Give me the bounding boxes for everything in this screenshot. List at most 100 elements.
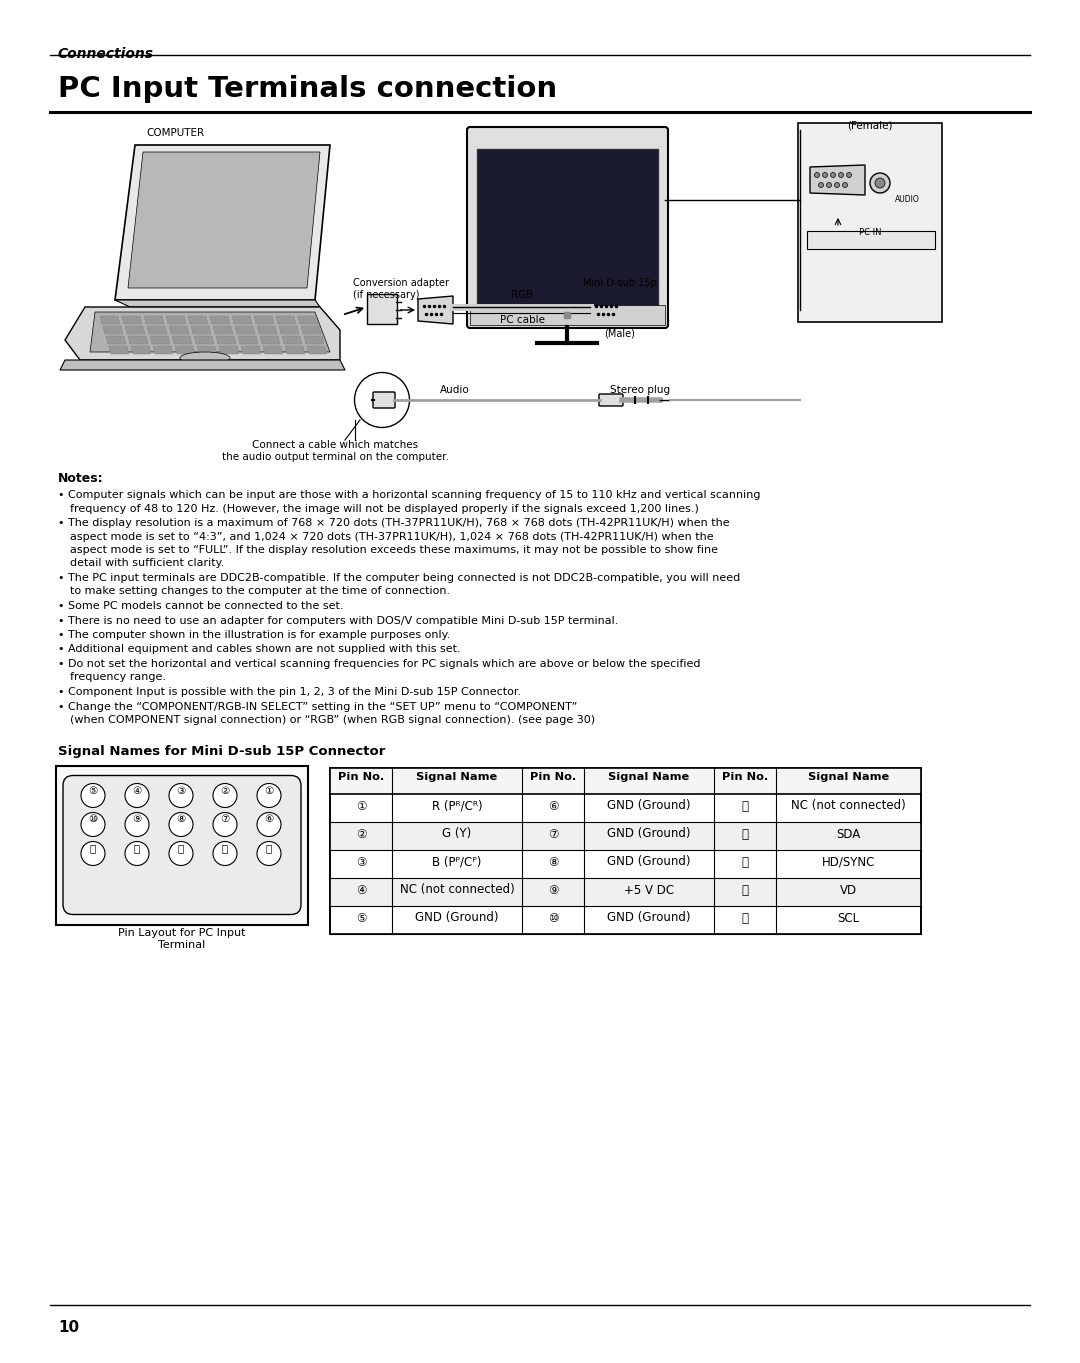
Polygon shape [418, 296, 453, 324]
Text: ⑫: ⑫ [742, 827, 748, 841]
Text: ⑩: ⑩ [89, 815, 97, 825]
FancyBboxPatch shape [56, 766, 308, 924]
Text: • Do not set the horizontal and vertical scanning frequencies for PC signals whi: • Do not set the horizontal and vertical… [58, 658, 701, 669]
Text: • Change the “COMPONENT/RGB-IN SELECT” setting in the “SET UP” menu to “COMPONEN: • Change the “COMPONENT/RGB-IN SELECT” s… [58, 702, 578, 711]
Circle shape [257, 784, 281, 807]
Polygon shape [168, 326, 189, 334]
Polygon shape [254, 316, 274, 324]
Text: • Additional equipment and cables shown are not supplied with this set.: • Additional equipment and cables shown … [58, 645, 461, 654]
Text: HD/SYNC: HD/SYNC [822, 856, 875, 868]
Circle shape [213, 812, 237, 837]
Text: Signal Name: Signal Name [808, 773, 889, 782]
Circle shape [81, 812, 105, 837]
Polygon shape [257, 326, 276, 334]
Text: ⑥: ⑥ [548, 800, 558, 812]
FancyBboxPatch shape [798, 123, 942, 322]
Text: SCL: SCL [837, 912, 860, 924]
FancyBboxPatch shape [467, 127, 669, 328]
Text: R (Pᴿ/Cᴿ): R (Pᴿ/Cᴿ) [432, 800, 483, 812]
FancyBboxPatch shape [330, 767, 921, 793]
Polygon shape [303, 337, 324, 343]
Text: ⑪: ⑪ [266, 844, 272, 853]
Text: Pin No.: Pin No. [338, 773, 384, 782]
Circle shape [81, 784, 105, 807]
Circle shape [870, 173, 890, 194]
Text: Pin No.: Pin No. [721, 773, 768, 782]
Text: ⑧: ⑧ [176, 815, 186, 825]
Ellipse shape [180, 352, 230, 364]
Text: aspect mode is set to “FULL”. If the display resolution exceeds these maximums, : aspect mode is set to “FULL”. If the dis… [70, 545, 718, 555]
Text: (Male): (Male) [605, 328, 635, 338]
Polygon shape [109, 346, 129, 354]
Text: (when COMPONENT signal connection) or “RGB” (when RGB signal connection). (see p: (when COMPONENT signal connection) or “R… [70, 716, 595, 725]
Text: ⑤: ⑤ [355, 912, 366, 924]
Text: Signal Names for Mini D-sub 15P Connector: Signal Names for Mini D-sub 15P Connecto… [58, 746, 386, 758]
Text: ①: ① [265, 785, 273, 796]
Text: ⑨: ⑨ [133, 815, 141, 825]
Circle shape [168, 784, 193, 807]
Circle shape [875, 179, 885, 188]
Text: Mini D-sub 15p: Mini D-sub 15p [583, 278, 657, 288]
Text: ⑧: ⑧ [548, 856, 558, 868]
Text: ⑬: ⑬ [178, 844, 184, 853]
Circle shape [819, 183, 824, 188]
Text: ②: ② [355, 827, 366, 841]
Text: ⑭: ⑭ [742, 883, 748, 897]
Text: • The computer shown in the illustration is for example purposes only.: • The computer shown in the illustration… [58, 630, 450, 641]
Circle shape [835, 183, 839, 188]
FancyBboxPatch shape [477, 149, 658, 307]
Polygon shape [150, 337, 170, 343]
Polygon shape [232, 316, 252, 324]
Text: GND (Ground): GND (Ground) [607, 912, 691, 924]
Text: • There is no need to use an adapter for computers with DOS/V compatible Mini D-: • There is no need to use an adapter for… [58, 616, 619, 626]
Polygon shape [125, 326, 145, 334]
Polygon shape [285, 346, 305, 354]
Polygon shape [307, 346, 327, 354]
Text: • Some PC models cannot be connected to the set.: • Some PC models cannot be connected to … [58, 601, 343, 611]
Text: RGB: RGB [511, 290, 534, 300]
FancyBboxPatch shape [599, 394, 623, 406]
Polygon shape [219, 346, 239, 354]
Text: SDA: SDA [836, 827, 861, 841]
Polygon shape [100, 316, 120, 324]
Polygon shape [210, 316, 230, 324]
Text: to make setting changes to the computer at the time of connection.: to make setting changes to the computer … [70, 586, 450, 597]
FancyBboxPatch shape [367, 294, 397, 324]
Polygon shape [103, 326, 123, 334]
Polygon shape [60, 360, 345, 369]
Text: NC (not connected): NC (not connected) [400, 883, 514, 897]
Text: ⑦: ⑦ [548, 827, 558, 841]
Polygon shape [106, 337, 126, 343]
Text: B (Pᴾ/Cᴾ): B (Pᴾ/Cᴾ) [432, 856, 482, 868]
Polygon shape [238, 337, 258, 343]
Text: ⑮: ⑮ [90, 844, 96, 853]
Text: ④: ④ [133, 785, 141, 796]
Polygon shape [114, 144, 330, 300]
Circle shape [257, 812, 281, 837]
Text: Connections: Connections [58, 46, 154, 61]
Circle shape [213, 841, 237, 866]
FancyBboxPatch shape [330, 822, 921, 849]
Text: aspect mode is set to “4:3”, and 1,024 × 720 dots (TH-37PR11UK/H), 1,024 × 768 d: aspect mode is set to “4:3”, and 1,024 ×… [70, 532, 714, 541]
Text: ⑬: ⑬ [742, 856, 748, 868]
Circle shape [842, 183, 848, 188]
Polygon shape [191, 326, 211, 334]
Text: Pin No.: Pin No. [530, 773, 576, 782]
FancyBboxPatch shape [807, 230, 935, 249]
Text: G (Y): G (Y) [443, 827, 472, 841]
Text: 10: 10 [58, 1319, 79, 1334]
Polygon shape [131, 346, 151, 354]
Text: Conversion adapter
(if necessary): Conversion adapter (if necessary) [353, 278, 449, 300]
Text: ②: ② [220, 785, 230, 796]
Polygon shape [188, 316, 208, 324]
Polygon shape [129, 337, 148, 343]
Circle shape [823, 173, 827, 177]
Text: GND (Ground): GND (Ground) [607, 856, 691, 868]
Polygon shape [175, 346, 195, 354]
Text: PC Input Terminals connection: PC Input Terminals connection [58, 75, 557, 104]
Polygon shape [144, 316, 164, 324]
Polygon shape [194, 337, 214, 343]
Text: Pin Layout for PC Input
Terminal: Pin Layout for PC Input Terminal [118, 928, 246, 950]
FancyBboxPatch shape [63, 776, 301, 915]
Text: ①: ① [355, 800, 366, 812]
